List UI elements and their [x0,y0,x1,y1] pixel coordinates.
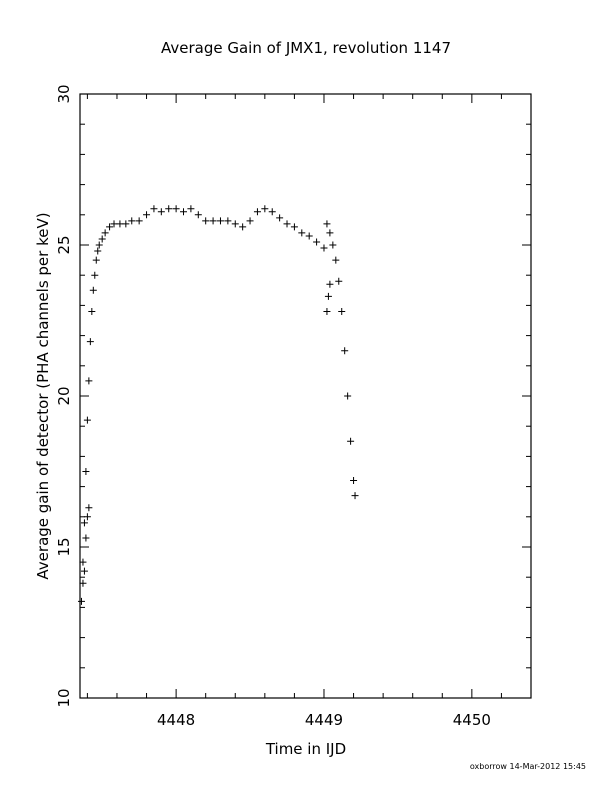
x-tick-label: 4448 [157,711,195,729]
data-point [82,468,90,475]
x-axis-label: Time in IJD [265,740,346,758]
data-point [82,534,90,542]
data-point [338,307,346,315]
data-point [187,205,195,213]
data-point [122,220,130,228]
data-point [209,217,217,225]
data-point [305,232,313,240]
data-point [298,229,306,237]
data-point [344,392,352,400]
data-point [172,205,180,213]
x-tick-label: 4449 [305,711,343,729]
data-point [165,205,173,213]
data-point [85,377,93,385]
data-point [85,504,93,512]
data-point [128,217,136,225]
x-tick-label: 4450 [453,711,491,729]
data-point [79,558,87,566]
y-tick-label: 20 [55,386,73,405]
data-point [106,223,114,231]
data-point [239,223,247,231]
data-point [77,597,85,605]
data-point [323,307,331,315]
y-tick-labels: 10 15 20 25 30 [55,84,73,707]
data-point [180,208,188,216]
data-point [88,307,96,315]
data-point [83,513,91,521]
y-tick-label: 25 [55,235,73,254]
data-point [335,277,343,285]
data-point [194,211,202,219]
data-point [253,208,261,216]
data-point [326,280,334,288]
chart-title: Average Gain of JMX1, revolution 1147 [161,39,451,57]
data-point [116,220,124,228]
data-point [320,244,328,252]
data-point [329,241,337,249]
data-points [77,205,359,605]
data-point [94,247,102,255]
data-point [313,238,321,246]
y-tick-label: 30 [55,84,73,103]
data-point [332,256,340,264]
data-point [143,211,151,219]
data-point [157,208,165,216]
data-point [86,338,94,346]
data-point [261,205,269,213]
y-tick-label: 15 [55,537,73,556]
data-point [324,292,332,300]
data-point [351,492,359,500]
data-point [290,223,298,231]
axis-ticks [80,93,532,699]
data-point [341,347,349,355]
data-point [323,220,331,228]
y-tick-label: 10 [55,688,73,707]
data-point [98,235,106,243]
data-point [224,217,232,225]
data-point [350,477,358,485]
y-axis-label: Average gain of detector (PHA channels p… [34,212,52,579]
data-point [83,416,91,424]
data-point [101,229,109,237]
data-point [276,214,284,222]
plot-frame [79,93,532,699]
data-point [202,217,210,225]
data-point [347,437,355,445]
data-point [79,579,87,587]
data-point [92,256,100,264]
data-point [95,241,103,249]
data-point [89,286,97,294]
data-point [135,217,143,225]
data-point [150,205,158,213]
data-point [110,220,118,228]
data-point [216,217,224,225]
data-point [80,519,88,527]
data-point [326,229,334,237]
x-tick-labels: 4448 4449 4450 [157,711,491,729]
data-point [231,220,239,228]
footer-credit: oxborrow 14-Mar-2012 15:45 [470,762,586,771]
data-point [268,208,276,216]
data-point [246,217,254,225]
data-point [80,567,88,575]
data-point [283,220,291,228]
data-point [91,271,99,279]
